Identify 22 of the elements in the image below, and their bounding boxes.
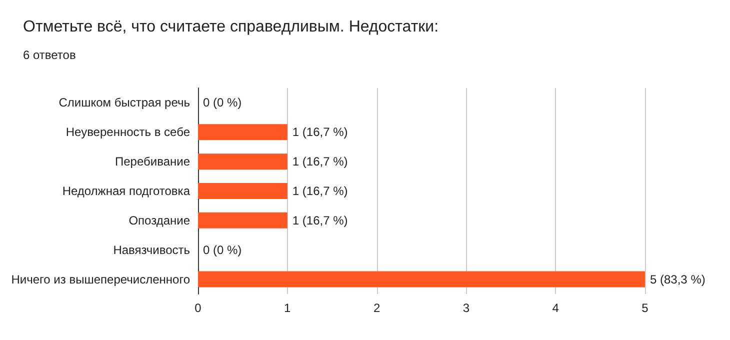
y-tick-label: Навязчивость (113, 242, 190, 257)
y-tick-label: Опоздание (128, 213, 190, 228)
data-label: 1 (16,7 %) (292, 154, 348, 169)
y-tick-label: Неуверенность в себе (66, 125, 190, 140)
data-label: 1 (16,7 %) (292, 213, 348, 228)
x-tick-label: 4 (552, 301, 560, 315)
x-tick-label: 5 (642, 301, 649, 315)
y-tick-label: Недолжная подготовка (62, 184, 190, 198)
data-label: 0 (0 %) (203, 96, 242, 110)
x-tick-label: 1 (284, 301, 292, 315)
y-tick-label: Перебивание (114, 154, 190, 169)
chart-title: Отметьте всё, что считаете справедливым. Недостатки: (23, 18, 439, 36)
x-tick-label: 2 (373, 301, 380, 315)
data-label: 0 (0 %) (203, 242, 242, 257)
data-label: 5 (83,3 %) (650, 272, 706, 286)
data-label: 1 (16,7 %) (292, 184, 348, 198)
x-tick-label: 3 (462, 301, 470, 315)
data-label: 1 (16,7 %) (292, 125, 348, 140)
y-tick-label: Слишком быстрая речь (58, 96, 190, 110)
text: 6 ответов (23, 48, 76, 62)
y-tick-label: Ничего из вышеперечисленного (11, 272, 190, 286)
x-tick-label: 0 (194, 301, 202, 315)
